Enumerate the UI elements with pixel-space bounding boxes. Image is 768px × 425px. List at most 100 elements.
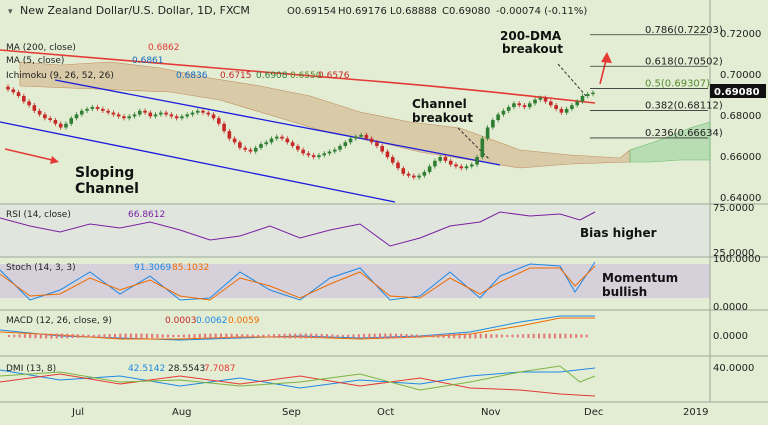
macd-bar: [511, 334, 514, 338]
candle-body: [533, 99, 537, 104]
macd-bar: [363, 333, 366, 339]
macd-bar: [538, 333, 540, 339]
ichimoku-label: Ichimoku (9, 26, 52, 26): [6, 71, 114, 81]
candle-body: [253, 147, 258, 152]
candle-body: [264, 142, 269, 145]
candle-body: [217, 118, 221, 124]
candle-body: [106, 110, 110, 113]
macd-bar: [177, 334, 180, 338]
macd-bar: [357, 334, 360, 338]
ma200-value: 0.6862: [148, 43, 180, 53]
channel-lower-line: [0, 121, 396, 203]
macd-bar: [559, 333, 562, 339]
macd-bar: [13, 334, 16, 338]
macd-bar: [257, 334, 260, 338]
ichimoku-value-2: 0.6715: [220, 71, 252, 81]
dma-pointer: [557, 63, 587, 97]
stoch-d-line: [0, 265, 596, 301]
candle-body: [480, 138, 485, 158]
breakout-arrow-line: [599, 59, 607, 85]
candle-body: [375, 142, 379, 146]
macd-value-1: 0.0003: [165, 316, 197, 326]
x-tick-dec: Dec: [584, 407, 603, 418]
macd-bar: [315, 333, 318, 339]
candle-body: [274, 136, 279, 139]
candle-body: [354, 136, 358, 139]
candle-body: [390, 157, 395, 163]
macd-bar: [182, 334, 185, 338]
price-axis: 0.72000 0.70000 0.68000 0.66000 0.64000 …: [710, 29, 766, 374]
subpanel-labels: RSI (14, close) 66.8612 Stoch (14, 3, 3)…: [6, 210, 260, 374]
y-tick-3: 0.68000: [720, 111, 761, 122]
header-bar: ▾ New Zealand Dollar/U.S. Dollar, 1D, FX…: [8, 4, 587, 17]
annotations: Sloping Channel Channel breakout 200-DMA…: [75, 29, 678, 299]
macd-bar: [241, 334, 244, 338]
macd-bar: [114, 333, 116, 339]
macd-bar: [463, 333, 466, 339]
macd-bar: [394, 333, 397, 339]
macd-signal-line: [0, 317, 595, 340]
candle-body: [169, 114, 174, 117]
candle-body: [227, 131, 232, 139]
x-tick-aug: Aug: [172, 407, 192, 418]
macd-bar: [167, 334, 169, 338]
candle-body: [137, 110, 142, 115]
macd-bar: [543, 333, 546, 339]
dmi-plus-line: [0, 367, 596, 389]
macd-bar: [485, 333, 487, 339]
y-tick-5: 0.64000: [720, 193, 761, 204]
chevron-down-icon[interactable]: ▾: [8, 7, 13, 17]
candle-body: [27, 101, 31, 106]
candle-body: [417, 175, 421, 178]
candle-body: [459, 166, 464, 169]
macd-bar: [453, 333, 456, 339]
candle-body: [201, 110, 205, 113]
rsi-tick-1: 75.0000: [713, 203, 754, 214]
macd-bar: [304, 333, 307, 339]
macd-tick-1: 0.0000: [713, 331, 748, 342]
candle-body: [64, 123, 68, 128]
x-tick-nov: Nov: [481, 407, 501, 418]
candle-body: [58, 123, 63, 128]
macd-bar: [474, 333, 477, 339]
candles: [6, 84, 595, 180]
momentum-label-1: Momentum: [602, 271, 678, 285]
stoch-tick-2: 0.0000: [713, 302, 748, 313]
candle-body: [448, 160, 453, 165]
candle-body: [48, 118, 52, 121]
macd-bar: [569, 333, 572, 339]
indicator-legends: MA (200, close) 0.6862 MA (5, close) 0.6…: [6, 43, 350, 81]
candle-body: [90, 107, 95, 109]
candle-body: [464, 166, 469, 169]
candle-body: [469, 164, 474, 167]
candle-body: [143, 110, 147, 113]
macd-bar: [548, 333, 551, 339]
candle-body: [522, 105, 527, 108]
macd-bar: [405, 334, 408, 338]
candle-body: [164, 112, 168, 115]
candle-body: [559, 108, 564, 113]
macd-bar: [294, 333, 297, 339]
ohlc-close: C0.69080: [442, 6, 490, 17]
candle-body: [11, 89, 16, 93]
macd-bar: [145, 333, 148, 339]
candle-body: [322, 153, 327, 156]
candle-body: [311, 155, 316, 158]
candle-body: [132, 114, 137, 117]
macd-bar: [129, 333, 132, 339]
macd-bar: [326, 334, 328, 338]
macd-bar: [262, 334, 265, 338]
ichimoku-value-3: 0.6908: [256, 71, 288, 81]
dmi-label: DMI (13, 8): [6, 364, 56, 374]
candle-body: [53, 120, 58, 124]
macd-bar: [506, 334, 509, 338]
macd-bar: [458, 333, 461, 339]
candle-body: [385, 151, 390, 158]
candle-body: [570, 105, 574, 109]
candle-body: [454, 164, 458, 167]
x-tick-sep: Sep: [282, 407, 301, 418]
stoch-tick-1: 100.0000: [713, 254, 761, 265]
rsi-value: 66.8612: [128, 210, 165, 220]
dmi-value-2: 28.5543: [168, 364, 205, 374]
sloping-label-1: Sloping: [75, 165, 134, 181]
